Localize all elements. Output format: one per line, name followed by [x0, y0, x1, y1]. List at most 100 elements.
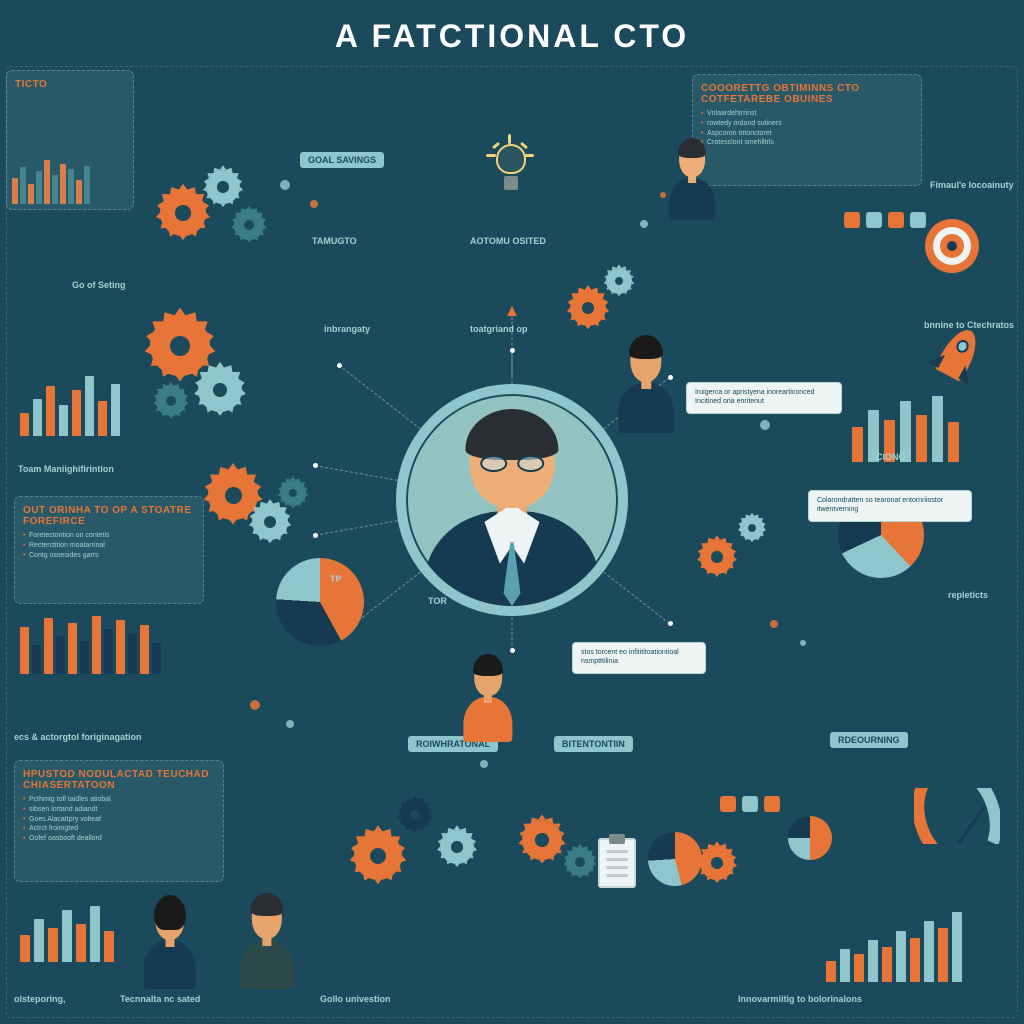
top-right-card-list: Vnlaardehtrrinstrowtedy ordond sutinersA… — [701, 109, 913, 148]
bar — [20, 627, 29, 674]
bulb-ray — [508, 134, 511, 144]
bar — [938, 928, 948, 982]
finance-locality-label: Fimaul'e locoainuty — [930, 180, 1014, 190]
bar — [92, 616, 101, 674]
neck — [688, 176, 696, 184]
bar — [20, 413, 29, 436]
lens — [480, 455, 507, 472]
gear-icon — [234, 210, 264, 240]
list-item: Recterctition moatarrinal — [29, 541, 195, 551]
top-left-card: TICTO — [6, 70, 134, 210]
torso — [144, 940, 196, 988]
bar — [46, 386, 55, 436]
list-item: Oofef oasbooft deallord — [29, 834, 215, 844]
icon-row — [720, 796, 780, 812]
bar — [932, 396, 943, 462]
dot-icon — [480, 760, 488, 768]
bar — [852, 427, 863, 462]
connector-dot — [313, 533, 318, 538]
rocket-body — [934, 324, 984, 382]
person-illustration — [458, 652, 518, 734]
bar — [896, 931, 906, 982]
mid-callout: stos torcent eo infitititoationtioal nsm… — [572, 642, 706, 674]
gear-icon — [354, 832, 402, 880]
person — [612, 332, 680, 424]
dot-icon — [760, 420, 770, 430]
list-item: Goes Alacattpry volteaf — [29, 815, 215, 825]
hair — [251, 893, 284, 916]
gear-teeth — [695, 535, 739, 579]
left-mid-bars — [20, 376, 120, 436]
gear-icon — [522, 820, 562, 860]
benefits-label: bnnine to Ctechratos — [924, 320, 1014, 330]
bar — [56, 636, 65, 674]
bar — [62, 910, 72, 962]
bulb-ray — [524, 154, 534, 157]
gear-icon — [156, 386, 186, 416]
recurring-label: RDEOURNInG — [830, 732, 908, 748]
bulb-base — [504, 176, 518, 190]
target-icon — [947, 241, 957, 251]
aotomu-label: AOTOMU OSITED — [470, 236, 546, 246]
bar — [68, 623, 77, 674]
trusted-card-heading: HPUSTOD NODULACTAD TEUCHAD CHIASERTATOON — [23, 769, 215, 791]
strategy-bars-bars — [20, 616, 161, 674]
growth-chart-1 — [340, 248, 430, 288]
gear-icon — [280, 480, 306, 506]
infographic-canvas: TICTOOUT ORINHA TO OP A STOATRE FOREFIRC… — [0, 60, 1024, 1024]
bottom-left-bars — [20, 906, 114, 962]
gear-teeth — [565, 285, 611, 331]
bar — [948, 422, 959, 462]
dot-icon — [280, 180, 290, 190]
bar — [854, 954, 864, 982]
bar — [116, 620, 125, 674]
hair — [154, 895, 186, 930]
bar — [104, 629, 113, 674]
mid-pie-chart — [276, 558, 364, 646]
gear-icon — [208, 470, 258, 520]
clipboard-line — [606, 866, 628, 869]
person — [458, 652, 518, 734]
bar — [952, 912, 962, 982]
connector-dot — [337, 363, 342, 368]
gollo-label: Gollo univestion — [320, 994, 391, 1004]
hair — [473, 654, 503, 675]
gear-teeth — [347, 825, 408, 886]
bar — [90, 906, 100, 962]
central-portrait — [396, 384, 628, 616]
innovation-label: Innovarmiitig to bolorinalons — [738, 994, 862, 1004]
bar — [20, 935, 30, 962]
cto-person — [406, 394, 618, 606]
gauge-icon — [914, 788, 1000, 844]
growth-chart-2 — [468, 248, 568, 288]
top-right-card: COOORETTG OBTIMINNS CTO COTFETAREBE OBUI… — [692, 74, 922, 186]
bar — [152, 643, 161, 674]
dot-icon — [286, 720, 294, 728]
collaboration-callout: Colarondratten so tearonat entornriiosto… — [808, 490, 972, 522]
gear-teeth — [192, 362, 248, 418]
bitenton-label: Bitentontiin — [554, 736, 633, 752]
tp-label: TP — [330, 574, 342, 584]
bar — [826, 961, 836, 982]
bar — [98, 401, 107, 436]
gauge-arc — [914, 788, 1000, 844]
gear-icon — [570, 290, 606, 326]
bottom-right-bars-bars — [826, 912, 962, 982]
bar — [104, 931, 114, 962]
gear-icon — [700, 540, 734, 574]
tech-org-label: ecs & actorgtol foriginagation — [14, 732, 142, 742]
bar — [882, 947, 892, 982]
hair — [465, 409, 558, 460]
gear-icon — [700, 846, 734, 880]
list-item: Crotesclont smehlltrls — [707, 138, 913, 148]
gear-icon — [150, 316, 210, 376]
hair — [678, 138, 706, 158]
person — [234, 890, 300, 980]
arrow-stem — [512, 317, 513, 377]
gear-teeth — [201, 165, 245, 209]
gear-teeth — [230, 206, 268, 244]
dot-icon — [310, 200, 318, 208]
gear-icon — [160, 190, 206, 236]
bulb-glass — [496, 144, 526, 174]
person-illustration — [138, 892, 202, 980]
